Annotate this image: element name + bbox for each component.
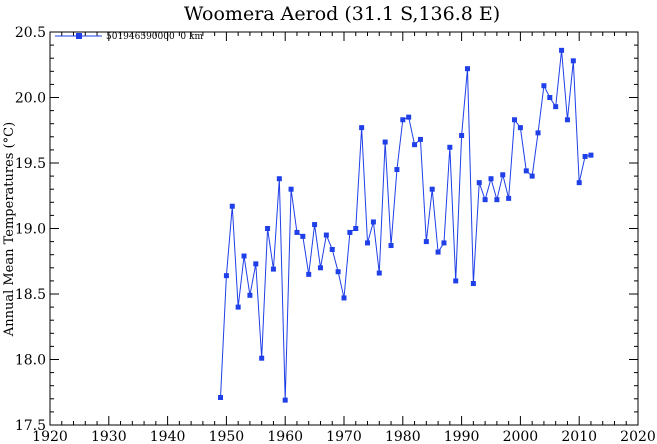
data-point [517, 125, 523, 131]
x-tick-label: 1990 [444, 429, 480, 444]
data-point [376, 270, 382, 276]
x-tick-label: 2010 [561, 429, 597, 444]
data-series [218, 47, 594, 403]
data-point [282, 397, 288, 403]
axis-ticks [49, 31, 639, 426]
data-point [453, 278, 459, 284]
data-point [406, 114, 412, 120]
y-tick-label: 20.0 [15, 91, 46, 107]
data-point [588, 152, 594, 158]
data-point [270, 266, 276, 272]
data-point [447, 144, 453, 150]
data-point [241, 253, 247, 259]
plot-frame [49, 31, 639, 426]
data-point [394, 167, 400, 173]
data-point [547, 95, 553, 100]
axis-tick-labels: 1920 1930 1940 1950 1960 1970 1980 1990 2000 2010… [15, 25, 656, 444]
data-point [235, 304, 241, 310]
y-tick-label: 19.5 [15, 156, 46, 172]
data-point [476, 180, 482, 186]
x-tick-label: 1950 [209, 429, 245, 444]
data-point [412, 142, 418, 148]
data-point [523, 168, 529, 174]
data-point [435, 249, 441, 255]
data-point [541, 83, 547, 89]
legend-marker [76, 33, 82, 39]
series-line [220, 50, 592, 401]
data-point [482, 197, 488, 203]
y-axis-label: Annual Mean Temperatures (°C) [2, 122, 17, 337]
x-tick-label: 2000 [503, 429, 539, 444]
data-point [382, 139, 388, 145]
y-tick-label: 18.0 [15, 353, 46, 369]
data-point [553, 104, 559, 110]
data-point [253, 261, 259, 267]
data-point [400, 117, 406, 123]
data-point [459, 132, 465, 138]
data-point [494, 197, 500, 203]
data-point [288, 186, 294, 192]
data-point [464, 66, 470, 72]
data-point [488, 176, 494, 182]
data-point [429, 186, 435, 192]
data-point [335, 269, 341, 275]
x-tick-label: 1980 [385, 429, 421, 444]
data-point [470, 281, 476, 287]
data-point [441, 240, 447, 246]
data-point [223, 273, 229, 279]
data-point [582, 153, 588, 159]
data-point [341, 295, 347, 301]
data-point [512, 117, 518, 123]
x-tick-label: 1960 [267, 429, 303, 444]
data-point [329, 246, 335, 252]
data-point [306, 271, 312, 277]
data-point [570, 58, 576, 64]
data-point [317, 265, 323, 271]
data-point [353, 226, 359, 231]
x-tick-label: 2020 [620, 429, 656, 444]
y-tick-label: 18.5 [15, 287, 46, 303]
data-point [300, 233, 306, 239]
y-tick-label: 19.0 [15, 222, 46, 238]
data-point [323, 232, 329, 238]
data-point [229, 203, 235, 209]
data-point [506, 195, 512, 201]
legend-label: 501946590000 0 km [106, 32, 203, 42]
data-point [576, 180, 582, 186]
data-point [347, 229, 353, 235]
data-point [259, 355, 265, 361]
data-point [370, 219, 376, 225]
x-tick-label: 1940 [150, 429, 186, 444]
x-tick-label: 1970 [326, 429, 362, 444]
data-point [564, 117, 570, 123]
data-point [529, 173, 535, 179]
y-tick-label: 17.5 [15, 418, 46, 434]
data-point [359, 125, 365, 131]
data-point [417, 136, 423, 142]
data-point [559, 47, 565, 53]
x-tick-label: 1920 [32, 429, 68, 444]
data-point [218, 394, 224, 400]
chart-title: Woomera Aerod (31.1 S,136.8 E) [184, 3, 500, 25]
data-point [265, 226, 271, 231]
data-point [535, 130, 541, 136]
y-tick-label: 20.5 [15, 25, 46, 41]
data-point [388, 243, 394, 249]
data-point [312, 222, 318, 228]
data-point [423, 239, 429, 245]
data-point [294, 229, 300, 235]
x-tick-label: 1930 [91, 429, 127, 444]
data-point [500, 172, 506, 178]
data-point [247, 292, 253, 298]
legend: 501946590000 0 km [55, 32, 203, 42]
data-point [276, 176, 282, 182]
data-point [365, 240, 371, 246]
